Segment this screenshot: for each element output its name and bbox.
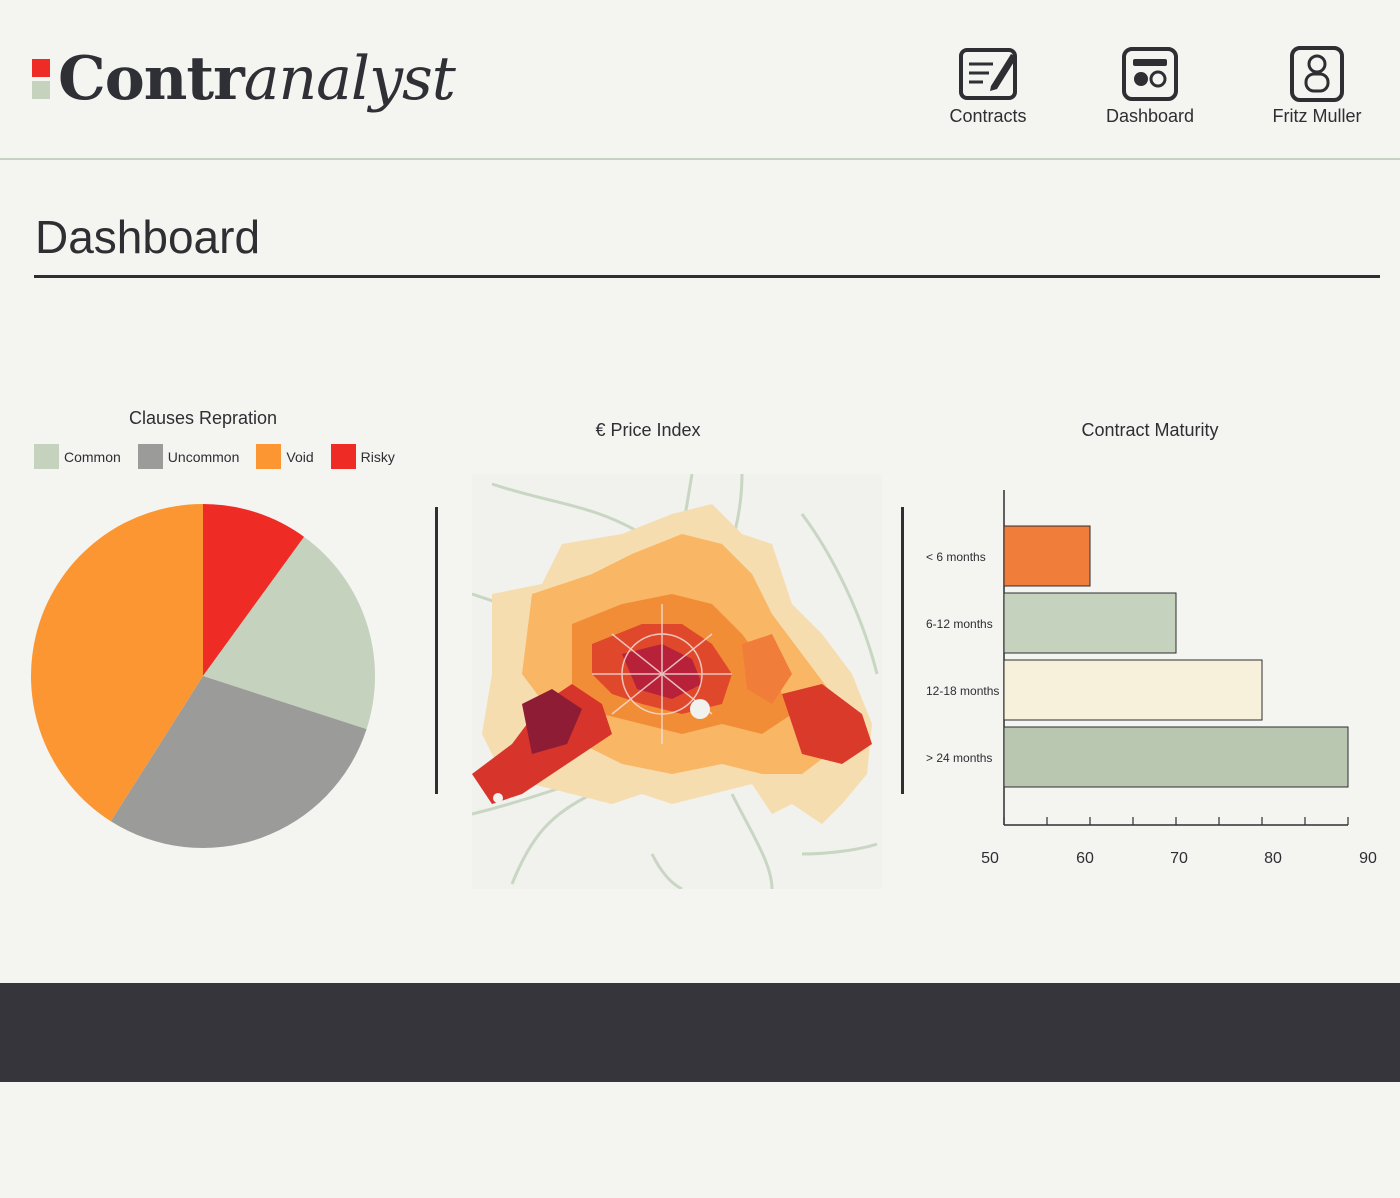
x-tick-label: 80 — [1264, 850, 1282, 867]
map-title: € Price Index — [595, 420, 701, 440]
legend-item-common: Common — [34, 444, 121, 469]
logo-text-bold: Contr — [58, 44, 245, 114]
nav-dashboard-label: Dashboard — [1105, 106, 1195, 126]
x-tick-label: 90 — [1359, 850, 1377, 867]
bar-category-label: 12-18 months — [926, 684, 999, 698]
pie-slice-risky[interactable] — [203, 504, 305, 676]
title-divider — [34, 275, 1380, 278]
logo-mark — [32, 59, 50, 99]
legend-swatch-common — [34, 444, 59, 469]
nav-user-label: Fritz Muller — [1272, 106, 1362, 126]
bar-3[interactable] — [1003, 726, 1349, 788]
legend-swatch-uncommon — [137, 444, 163, 469]
legend-swatch-void — [256, 444, 282, 469]
price-index-map — [472, 474, 882, 889]
nav-contracts-label: Contracts — [949, 106, 1027, 126]
footer-band — [0, 983, 1400, 1082]
user-icon — [1290, 46, 1344, 102]
x-tick-label: 50 — [981, 850, 999, 867]
x-tick-label: 60 — [1076, 850, 1094, 867]
legend-label-risky: Risky — [360, 448, 395, 465]
bar-chart-title: Contract Maturity — [1081, 420, 1219, 440]
bar-category-label: > 24 months — [926, 751, 992, 765]
legend-label-void: Void — [286, 448, 314, 465]
nav-dashboard[interactable]: Dashboard — [1090, 44, 1210, 127]
nav-user[interactable]: Fritz Muller — [1257, 44, 1377, 127]
nav-contracts[interactable]: Contracts — [928, 44, 1048, 127]
map-left-divider — [435, 507, 438, 794]
pie-legend: Common Uncommon Void Risky — [34, 444, 412, 469]
pie-slice-void[interactable] — [31, 504, 204, 822]
app-logo[interactable]: Contranalyst — [32, 44, 456, 114]
app-header: Contranalyst Contracts Dashboard Fritz M… — [0, 0, 1400, 160]
pie-chart-title: Clauses Repration — [128, 408, 278, 428]
page-title: Dashboard — [35, 211, 261, 263]
bar-2[interactable] — [1003, 659, 1263, 721]
pie-slice-uncommon[interactable] — [110, 676, 367, 848]
pie-slice-common[interactable] — [203, 536, 375, 730]
bar-0[interactable] — [1003, 525, 1091, 587]
map-right-divider — [901, 507, 904, 794]
logo-text-italic: analyst — [243, 44, 456, 114]
legend-item-uncommon: Uncommon — [137, 444, 240, 469]
maturity-bar-chart: 50 60 70 80 90 < 6 months 6-12 months 12-18 mon… — [926, 490, 1377, 867]
legend-label-uncommon: Uncommon — [167, 448, 240, 465]
legend-swatch-risky — [330, 444, 356, 469]
pie-chart — [31, 504, 375, 848]
bar-1[interactable] — [1003, 592, 1177, 654]
legend-item-risky: Risky — [330, 444, 395, 469]
legend-label-common: Common — [64, 448, 121, 465]
dashboard-icon — [1122, 47, 1178, 101]
bar-category-label: < 6 months — [926, 550, 986, 564]
contract-edit-icon — [959, 48, 1017, 100]
x-tick-label: 70 — [1170, 850, 1188, 867]
legend-item-void: Void — [256, 444, 314, 469]
bar-category-label: 6-12 months — [926, 617, 993, 631]
logo-text: Contranalyst — [58, 44, 456, 114]
